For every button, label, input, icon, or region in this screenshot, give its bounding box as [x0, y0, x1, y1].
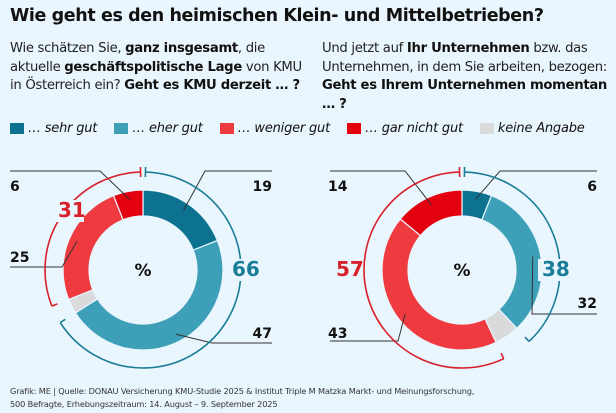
bracket-tick — [59, 318, 66, 324]
question-right-segment: Geht es Ihrem Unternehmen momentan … ? — [322, 78, 608, 112]
chart-title: Wie geht es den heimischen Klein- und Mi… — [10, 6, 544, 26]
leader-line — [475, 170, 597, 200]
legend-label: … eher gut — [132, 121, 203, 136]
legend-swatch — [10, 123, 24, 134]
data-label: 14 — [328, 179, 348, 195]
leader-line — [10, 170, 130, 200]
legend-item-eher-gut: … eher gut — [114, 121, 203, 136]
leader-line — [10, 241, 78, 268]
question-left-segment: geschäftspolitische Lage — [64, 59, 242, 75]
positive-total-label: 66 — [232, 257, 260, 281]
data-label: 19 — [253, 179, 272, 195]
legend-item-gar-nicht-gut: … gar nicht gut — [347, 121, 463, 136]
bracket-tick — [500, 352, 505, 360]
source-footer: Grafik: ME | Quelle: DONAU Versicherung … — [10, 385, 474, 410]
data-label: 47 — [253, 326, 272, 342]
bracket-tick — [524, 336, 530, 342]
total-label-bg — [54, 200, 84, 222]
footer-line-1: Grafik: ME | Quelle: DONAU Versicherung … — [10, 386, 475, 396]
question-left-segment: von KMU in Österreich ein? — [10, 59, 302, 94]
legend-label: … gar nicht gut — [365, 121, 463, 136]
negative-total-label: 57 — [336, 257, 364, 281]
leader-line — [330, 314, 406, 342]
center-unit-label: % — [453, 261, 470, 281]
leader-line — [531, 256, 597, 315]
negative-bracket-arc — [363, 171, 505, 369]
question-left: Wie schätzen Sie, ganz insgesamt, die ak… — [10, 40, 310, 96]
donut-segment — [381, 218, 497, 351]
legend-swatch — [114, 123, 129, 134]
center-unit-label: % — [134, 261, 151, 281]
legend-swatch — [347, 123, 361, 134]
positive-bracket-arc — [59, 171, 242, 369]
question-left-segment: , die aktuelle — [10, 41, 265, 75]
total-label-bg — [538, 259, 568, 281]
total-label-bg — [228, 259, 258, 281]
legend: … sehr gut … eher gut … weniger gut … ga… — [10, 121, 602, 136]
data-label: 25 — [10, 250, 29, 266]
leader-line — [330, 170, 432, 206]
legend-label: … sehr gut — [28, 121, 98, 136]
question-right-segment: Und jetzt auf — [322, 41, 407, 56]
positive-total-label: 38 — [542, 257, 570, 281]
data-label: 43 — [328, 326, 347, 342]
negative-total-label: 31 — [58, 198, 86, 222]
question-left-segment: ganz insgesamt — [125, 41, 238, 56]
question-right: Und jetzt auf Ihr Unternehmen bzw. das U… — [322, 40, 616, 114]
question-left-segment: Geht es KMU derzeit … ? — [124, 78, 300, 93]
legend-item-sehr-gut: … sehr gut — [10, 121, 97, 136]
question-right-segment: bzw. das Unternehmen, in dem Sie arbeite… — [322, 41, 607, 75]
legend-item-keine-angabe: keine Angabe — [479, 121, 585, 136]
donut-segment — [142, 189, 219, 251]
data-label: 6 — [10, 179, 20, 195]
footer-line-2: 500 Befragte, Erhebungszeitraum: 14. Aug… — [10, 398, 278, 409]
question-left-segment: Wie schätzen Sie, — [10, 41, 126, 56]
donut-segment — [74, 239, 224, 351]
donut-segment — [399, 189, 463, 237]
data-label: 6 — [587, 179, 597, 195]
total-label-bg — [332, 259, 362, 281]
question-right-segment: Ihr Unternehmen — [406, 41, 530, 56]
leader-line — [175, 333, 272, 344]
legend-label: keine Angabe — [497, 121, 585, 136]
data-label: 32 — [578, 296, 597, 312]
legend-item-weniger-gut: … weniger gut — [219, 121, 331, 136]
legend-swatch — [479, 123, 494, 134]
bracket-tick — [51, 303, 58, 307]
legend-label: … weniger gut — [237, 121, 331, 136]
legend-swatch — [219, 123, 234, 134]
leader-line — [183, 170, 272, 211]
positive-bracket-arc — [465, 171, 561, 343]
